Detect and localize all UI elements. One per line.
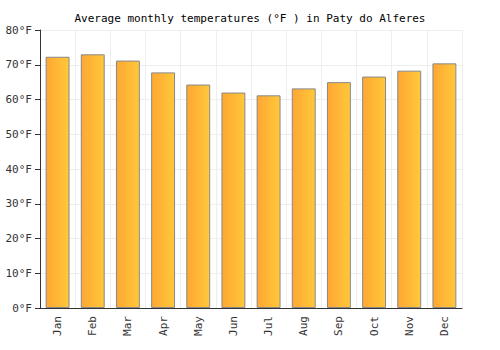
svg-text:Feb: Feb [86,316,99,336]
svg-text:10°F: 10°F [6,267,33,280]
svg-text:70°F: 70°F [6,58,33,71]
svg-text:Average monthly temperatures (: Average monthly temperatures (°F ) in Pa… [75,12,426,25]
svg-text:80°F: 80°F [6,24,33,37]
svg-text:30°F: 30°F [6,197,33,210]
svg-text:Sep: Sep [332,316,345,336]
svg-text:Oct: Oct [368,316,381,336]
svg-text:Dec: Dec [438,316,451,336]
svg-text:50°F: 50°F [6,128,33,141]
svg-text:Jun: Jun [227,316,240,336]
svg-text:Nov: Nov [403,316,416,336]
svg-text:20°F: 20°F [6,232,33,245]
svg-text:0°F: 0°F [12,302,32,315]
svg-text:60°F: 60°F [6,93,33,106]
svg-text:Mar: Mar [121,316,134,336]
svg-text:Aug: Aug [297,316,310,336]
svg-text:40°F: 40°F [6,163,33,176]
svg-text:Jul: Jul [262,316,275,336]
svg-text:Jan: Jan [51,316,64,336]
svg-text:Apr: Apr [157,316,170,336]
svg-text:May: May [192,316,205,336]
